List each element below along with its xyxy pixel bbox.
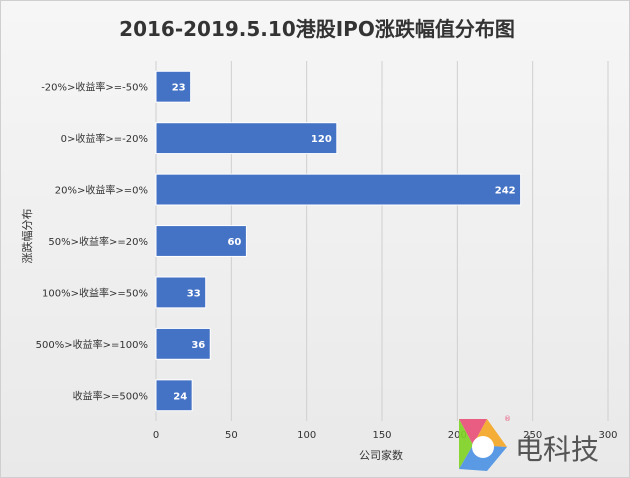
x-tick-label: 150: [372, 430, 391, 441]
category-label: -20%>收益率>=-50%: [41, 81, 148, 94]
category-label: 500%>收益率>=100%: [36, 338, 148, 351]
category-label: 100%>收益率>=50%: [42, 286, 148, 299]
category-label: 收益率>=500%: [73, 389, 148, 402]
x-axis-label: 公司家数: [359, 448, 403, 462]
category-label: 50%>收益率>=20%: [48, 235, 148, 248]
y-axis-label: 涨跌幅分布: [20, 209, 34, 264]
x-tick-label: 100: [297, 430, 316, 441]
bar-value-label: 33: [187, 288, 201, 299]
category-labels: -20%>收益率>=-50% 0>收益率>=-20% 20%>收益率>=0% 50%>…: [36, 81, 148, 403]
bar: [155, 122, 338, 155]
x-tick-label: 0: [153, 430, 159, 441]
bar-value-label: 242: [495, 186, 516, 197]
gridlines: [155, 61, 609, 421]
registered-mark: ®: [504, 415, 511, 423]
bar: [155, 276, 207, 309]
bar: [155, 225, 247, 257]
bar-value-label: 60: [227, 237, 241, 248]
bars: 23 120 242 60 33 36 24: [155, 70, 522, 412]
watermark: ® 电科技: [459, 415, 599, 471]
bar-value-label: 23: [172, 83, 186, 94]
x-tick-label: 300: [598, 430, 617, 441]
bar: [155, 70, 192, 103]
bar: [155, 379, 193, 412]
bar: [155, 173, 522, 206]
x-tick-label: 50: [225, 430, 238, 441]
bar: [155, 327, 211, 360]
x-tick-label: 250: [523, 430, 542, 441]
x-tick-labels: 0 50 100 150 200 250 300: [153, 430, 618, 441]
watermark-text: 电科技: [515, 433, 599, 466]
watermark-logo-icon: [459, 419, 507, 471]
chart-title: 2016-2019.5.10港股IPO涨跌幅值分布图: [119, 17, 515, 41]
bar-value-label: 24: [173, 391, 187, 402]
category-label: 20%>收益率>=0%: [55, 184, 148, 197]
category-label: 0>收益率>=-20%: [61, 132, 148, 145]
bar-value-label: 36: [191, 340, 205, 351]
x-tick-label: 200: [448, 430, 467, 441]
bar-value-label: 120: [311, 134, 332, 145]
